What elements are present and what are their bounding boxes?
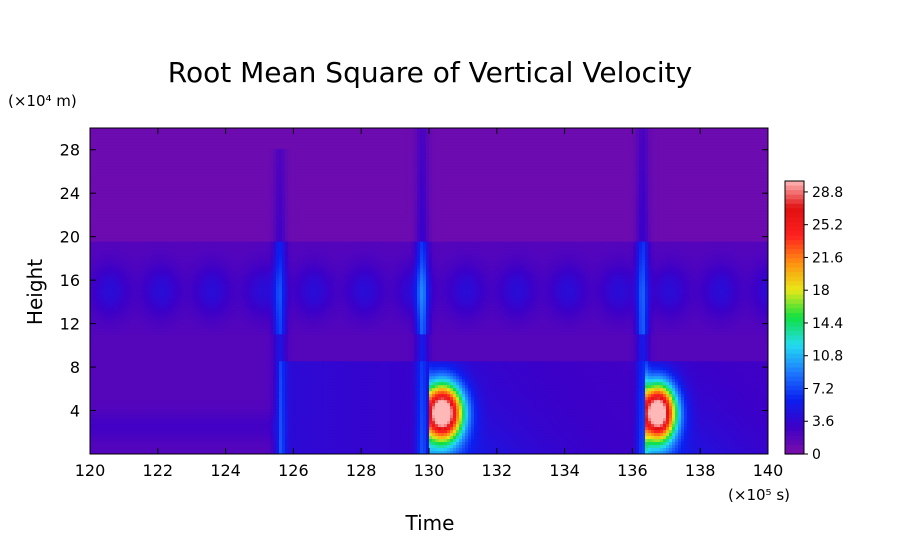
heatmap-area xyxy=(90,128,769,455)
y-axis-multiplier: (×10⁴ m) xyxy=(8,92,77,110)
x-axis-multiplier: (×10⁵ s) xyxy=(728,486,790,504)
x-axis-label: Time xyxy=(405,511,455,535)
y-axis-label: Height xyxy=(23,259,47,325)
chart-title: Root Mean Square of Vertical Velocity xyxy=(168,56,692,89)
